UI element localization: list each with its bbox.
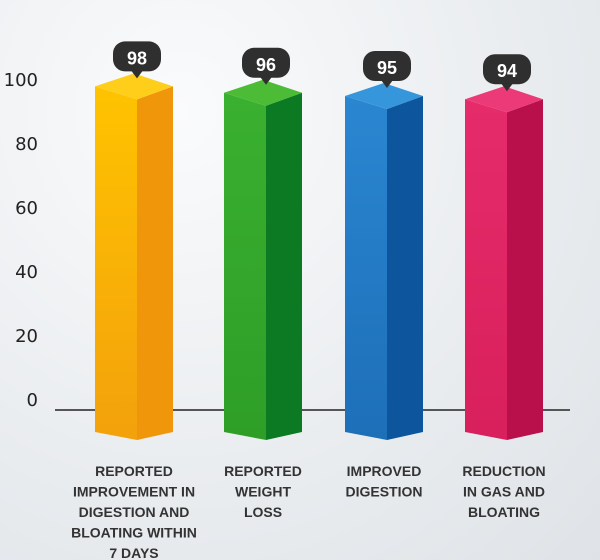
value-bubble-pointer: [131, 70, 143, 79]
bar-top-face: [95, 73, 173, 100]
bar-front-face: [95, 86, 137, 441]
category-label: REPORTED WEIGHT LOSS: [224, 463, 302, 520]
category-label-line: REPORTED: [95, 463, 173, 479]
y-tick-label: 40: [15, 262, 38, 283]
category-label-line: IMPROVEMENT IN: [73, 484, 195, 500]
value-bubble: 95: [363, 51, 411, 88]
data-label: 95: [377, 58, 397, 78]
bar-side-face: [387, 96, 423, 440]
category-label-line: 7 DAYS: [109, 545, 158, 560]
bar-side-face: [137, 86, 173, 441]
bar-top-face: [465, 86, 543, 113]
y-tick-label: 80: [15, 134, 38, 155]
bar-side-face: [266, 92, 302, 441]
bar-front-face: [465, 99, 507, 440]
category-label-line: IN GAS AND: [463, 484, 545, 500]
data-label: 98: [127, 48, 147, 68]
y-tick-label: 20: [15, 326, 38, 347]
value-bubble-pointer: [260, 76, 272, 85]
labels-layer: 98 REPORTED IMPROVEMENT IN DIGESTION AND BLO…: [71, 41, 546, 560]
data-label: 94: [497, 61, 517, 81]
category-label: REDUCTION IN GAS AND BLOATING: [462, 463, 545, 520]
bar-top-face: [345, 83, 423, 109]
bar-top-face: [224, 79, 302, 106]
bar: [345, 83, 423, 440]
bar-front-face: [224, 92, 266, 441]
bar: [224, 79, 302, 441]
value-bubble-pointer: [381, 80, 393, 88]
data-label: 96: [256, 55, 276, 75]
y-tick-label: 0: [27, 390, 38, 411]
category-label-line: BLOATING WITHIN: [71, 525, 197, 541]
category-label-line: BLOATING: [468, 504, 540, 520]
value-bubble-bg: [242, 47, 290, 78]
bars-layer: [95, 73, 543, 441]
y-tick-label: 100: [4, 70, 38, 91]
category-label-line: DIGESTION AND: [79, 504, 190, 520]
value-bubble-pointer: [501, 83, 513, 92]
value-bubble-bg: [363, 51, 411, 81]
category-label: IMPROVED DIGESTION: [345, 463, 422, 500]
bar-side-face: [507, 99, 543, 440]
category-label-line: WEIGHT: [235, 484, 291, 500]
value-bubble: 98: [113, 41, 161, 79]
value-bubble-bg: [483, 54, 531, 85]
value-bubble-bg: [113, 41, 161, 72]
bar: [465, 86, 543, 440]
category-label: REPORTED IMPROVEMENT IN DIGESTION AND BLOAT…: [71, 463, 197, 560]
y-tick-label: 60: [15, 198, 38, 219]
bar: [95, 73, 173, 441]
value-bubble: 96: [242, 47, 290, 85]
category-label-line: REPORTED: [224, 463, 302, 479]
bar-front-face: [345, 96, 387, 440]
category-label-line: IMPROVED: [347, 463, 422, 479]
category-label-line: DIGESTION: [345, 484, 422, 500]
value-bubble: 94: [483, 54, 531, 92]
category-label-line: REDUCTION: [462, 463, 545, 479]
category-label-line: LOSS: [244, 504, 282, 520]
